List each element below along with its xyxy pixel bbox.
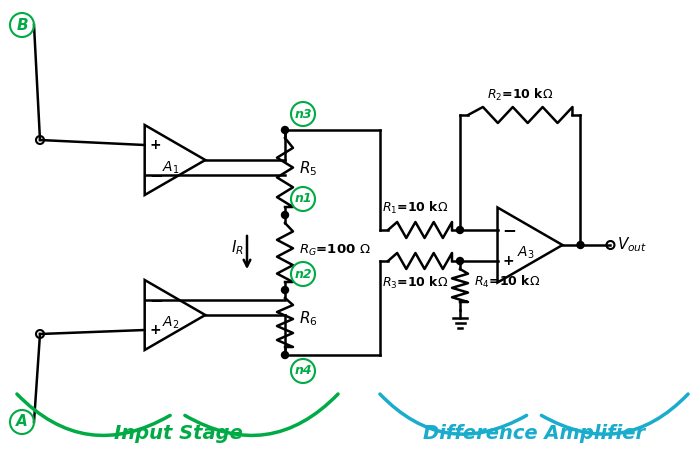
Text: $R_4$=10 k$\Omega$: $R_4$=10 k$\Omega$ xyxy=(474,274,540,289)
Circle shape xyxy=(281,212,288,219)
Circle shape xyxy=(281,287,288,293)
Text: n4: n4 xyxy=(294,364,312,378)
Circle shape xyxy=(281,126,288,134)
Text: $R_1$=10 k$\Omega$: $R_1$=10 k$\Omega$ xyxy=(382,200,448,216)
Circle shape xyxy=(577,242,584,248)
Text: +: + xyxy=(150,138,161,152)
Text: n2: n2 xyxy=(294,267,312,280)
Text: $R_6$: $R_6$ xyxy=(299,309,318,328)
Text: Difference Amplifier: Difference Amplifier xyxy=(423,424,645,443)
Circle shape xyxy=(456,226,463,234)
Text: −: − xyxy=(150,291,164,309)
Text: A: A xyxy=(16,414,28,429)
Text: $V_{out}$: $V_{out}$ xyxy=(617,236,648,254)
Text: $R_5$: $R_5$ xyxy=(299,159,317,178)
Text: $A_3$: $A_3$ xyxy=(517,245,535,261)
Text: $R_G$=100 $\Omega$: $R_G$=100 $\Omega$ xyxy=(299,243,371,258)
Circle shape xyxy=(281,351,288,359)
Text: Input Stage: Input Stage xyxy=(113,424,242,443)
Text: $R_3$=10 k$\Omega$: $R_3$=10 k$\Omega$ xyxy=(382,275,448,291)
Text: $A_2$: $A_2$ xyxy=(162,315,180,331)
Circle shape xyxy=(456,257,463,265)
Text: +: + xyxy=(150,323,161,337)
Text: n1: n1 xyxy=(294,193,312,206)
Text: +: + xyxy=(503,254,514,268)
Text: $R_2$=10 k$\Omega$: $R_2$=10 k$\Omega$ xyxy=(487,87,554,103)
Text: B: B xyxy=(16,18,28,32)
Text: −: − xyxy=(150,166,164,184)
Text: $A_1$: $A_1$ xyxy=(162,160,180,176)
Text: −: − xyxy=(503,221,517,239)
Text: n3: n3 xyxy=(294,108,312,121)
Text: $I_R$: $I_R$ xyxy=(231,238,244,257)
